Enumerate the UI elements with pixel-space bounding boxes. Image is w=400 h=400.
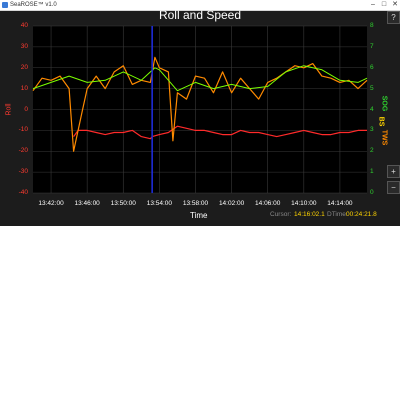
chart-svg <box>32 25 368 194</box>
y-right-tick-label: 2 <box>370 147 374 155</box>
y-left-tick-label: -20 <box>18 147 28 155</box>
y-left-tick-label: 30 <box>20 42 28 50</box>
y-right-tick-label: 8 <box>370 22 374 29</box>
help-button[interactable]: ? <box>387 11 400 24</box>
y-axis-label-bs: BS <box>377 116 385 127</box>
x-tick-label: 13:54:00 <box>146 200 173 207</box>
y-right-tick-label: 3 <box>370 126 374 134</box>
dtime-value: 00:24:21.8 <box>346 211 377 218</box>
y-right-tick-label: 1 <box>370 168 374 176</box>
x-tick-label: 13:58:00 <box>182 200 209 207</box>
y-left-tick-label: 20 <box>20 63 28 71</box>
zoom-in-button[interactable]: + <box>387 165 400 178</box>
cursor-value: 14:16:02.1 <box>294 211 325 218</box>
y-left-tick-label: -10 <box>18 126 28 134</box>
chart-title: Roll and Speed <box>158 8 242 22</box>
y-right-tick-label: 5 <box>370 84 374 92</box>
x-tick-label: 14:02:00 <box>218 200 245 207</box>
x-tick-label: 13:50:00 <box>110 200 136 207</box>
y-axis-label-right: SOG BS TWS <box>376 96 396 160</box>
y-left-tick-label: 0 <box>24 105 28 113</box>
series-line-roll <box>73 125 367 140</box>
window-title: SeaROSE™ v1.0 <box>10 2 57 8</box>
y-left-tick-label: 40 <box>20 22 28 29</box>
y-axis-label-sog: SOG <box>380 95 388 112</box>
app-icon <box>2 2 8 8</box>
y-right-tick-label: 7 <box>370 42 374 50</box>
y-left-tick-label: -40 <box>18 189 28 196</box>
x-tick-label: 14:10:00 <box>291 200 317 207</box>
maximize-button[interactable]: □ <box>381 1 387 8</box>
title-bar: SeaROSE™ v1.0 – □ ✕ <box>0 0 400 11</box>
series-line-tws <box>32 56 368 152</box>
close-button[interactable]: ✕ <box>392 1 398 8</box>
cursor-label: Cursor: <box>270 211 292 218</box>
dtime-label: DTime: <box>327 211 348 218</box>
y-right-tick-label: 0 <box>370 189 374 196</box>
x-tick-label: 13:42:00 <box>38 200 64 207</box>
zoom-out-button[interactable]: − <box>387 181 400 194</box>
y-left-tick-label: 10 <box>20 84 28 92</box>
x-tick-label: 13:46:00 <box>74 200 100 207</box>
x-tick-label: 14:14:00 <box>327 200 353 207</box>
minimize-button[interactable]: – <box>371 1 375 8</box>
series-line-bs <box>32 65 368 92</box>
x-tick-label: 14:06:00 <box>255 200 281 207</box>
y-axis-label-tws: TWS <box>380 129 388 146</box>
y-right-tick-label: 4 <box>370 105 374 113</box>
y-right-tick-label: 6 <box>370 63 374 71</box>
y-axis-label-left: Roll <box>5 103 13 116</box>
app-window: SeaROSE™ v1.0 – □ ✕ Roll and Speed 40 30 2… <box>0 0 400 226</box>
y-left-tick-label: -30 <box>18 168 28 176</box>
x-axis-label: Time <box>190 211 208 220</box>
